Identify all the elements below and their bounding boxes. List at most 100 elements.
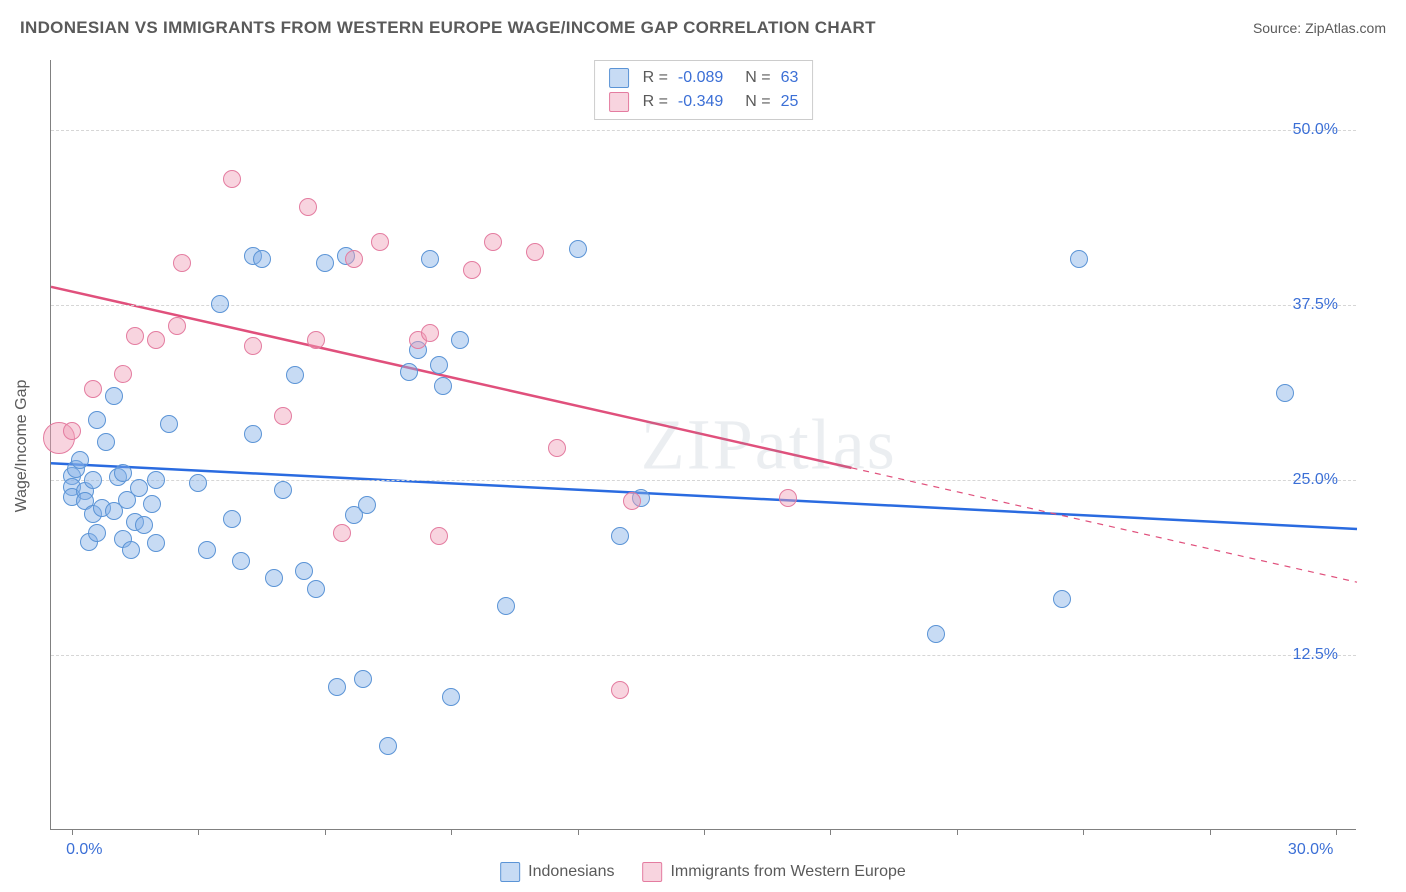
x-tick	[1083, 829, 1084, 835]
x-tick	[957, 829, 958, 835]
data-point	[354, 670, 372, 688]
data-point	[548, 439, 566, 457]
r-label: R =	[643, 66, 668, 90]
data-point	[484, 233, 502, 251]
data-point	[173, 254, 191, 272]
data-point	[1070, 250, 1088, 268]
gridline-h	[51, 305, 1356, 306]
r-label: R =	[643, 90, 668, 114]
data-point	[358, 496, 376, 514]
data-point	[244, 425, 262, 443]
y-tick-label: 12.5%	[1293, 646, 1338, 664]
n-value-1: 63	[781, 66, 799, 90]
trend-lines-svg	[51, 60, 1357, 830]
data-point	[421, 250, 439, 268]
data-point	[927, 625, 945, 643]
x-tick	[578, 829, 579, 835]
y-axis-label: Wage/Income Gap	[13, 380, 31, 513]
data-point	[143, 495, 161, 513]
data-point	[1276, 384, 1294, 402]
data-point	[421, 324, 439, 342]
legend-swatch-1b	[500, 862, 520, 882]
data-point	[451, 331, 469, 349]
data-point	[97, 433, 115, 451]
chart-header: INDONESIAN VS IMMIGRANTS FROM WESTERN EU…	[20, 18, 1386, 38]
plot-area: ZIPatlas R = -0.089 N = 63 R = -0.349 N …	[50, 60, 1356, 830]
n-label: N =	[745, 66, 770, 90]
data-point	[147, 331, 165, 349]
data-point	[371, 233, 389, 251]
legend-swatch-2	[609, 92, 629, 112]
data-point	[526, 243, 544, 261]
data-point	[328, 678, 346, 696]
data-point	[223, 170, 241, 188]
data-point	[430, 527, 448, 545]
data-point	[84, 380, 102, 398]
data-point	[71, 451, 89, 469]
y-tick-label: 25.0%	[1293, 471, 1338, 489]
data-point	[316, 254, 334, 272]
data-point	[126, 327, 144, 345]
data-point	[400, 363, 418, 381]
data-point	[130, 479, 148, 497]
x-tick	[704, 829, 705, 835]
data-point	[244, 337, 262, 355]
data-point	[611, 681, 629, 699]
data-point	[168, 317, 186, 335]
data-point	[442, 688, 460, 706]
gridline-h	[51, 130, 1356, 131]
legend-swatch-1	[609, 68, 629, 88]
gridline-h	[51, 655, 1356, 656]
data-point	[434, 377, 452, 395]
chart-title: INDONESIAN VS IMMIGRANTS FROM WESTERN EU…	[20, 18, 876, 38]
data-point	[274, 481, 292, 499]
x-tick	[830, 829, 831, 835]
data-point	[232, 552, 250, 570]
data-point	[265, 569, 283, 587]
n-label: N =	[745, 90, 770, 114]
x-tick	[72, 829, 73, 835]
data-point	[345, 250, 363, 268]
data-point	[463, 261, 481, 279]
data-point	[307, 331, 325, 349]
gridline-h	[51, 480, 1356, 481]
data-point	[307, 580, 325, 598]
data-point	[253, 250, 271, 268]
data-point	[611, 527, 629, 545]
data-point	[286, 366, 304, 384]
data-point	[114, 365, 132, 383]
data-point	[84, 471, 102, 489]
data-point	[147, 471, 165, 489]
data-point	[295, 562, 313, 580]
data-point	[299, 198, 317, 216]
x-tick-label: 30.0%	[1288, 841, 1333, 859]
x-tick	[451, 829, 452, 835]
legend-swatch-2b	[642, 862, 662, 882]
data-point	[779, 489, 797, 507]
legend-label-2: Immigrants from Western Europe	[670, 863, 905, 881]
watermark: ZIPatlas	[641, 403, 897, 486]
data-point	[105, 387, 123, 405]
data-point	[1053, 590, 1071, 608]
x-tick	[325, 829, 326, 835]
x-tick-label: 0.0%	[66, 841, 102, 859]
data-point	[223, 510, 241, 528]
data-point	[122, 541, 140, 559]
legend-label-1: Indonesians	[528, 863, 614, 881]
chart-container: INDONESIAN VS IMMIGRANTS FROM WESTERN EU…	[0, 0, 1406, 892]
data-point	[189, 474, 207, 492]
legend-row-series-2: R = -0.349 N = 25	[609, 90, 799, 114]
data-point	[135, 516, 153, 534]
y-tick-label: 50.0%	[1293, 121, 1338, 139]
legend-item-1: Indonesians	[500, 862, 614, 882]
data-point	[430, 356, 448, 374]
data-point	[623, 492, 641, 510]
data-point	[147, 534, 165, 552]
data-point	[160, 415, 178, 433]
r-value-1: -0.089	[678, 66, 723, 90]
x-tick	[1210, 829, 1211, 835]
x-tick	[1336, 829, 1337, 835]
data-point	[88, 524, 106, 542]
data-point	[497, 597, 515, 615]
data-point	[211, 295, 229, 313]
